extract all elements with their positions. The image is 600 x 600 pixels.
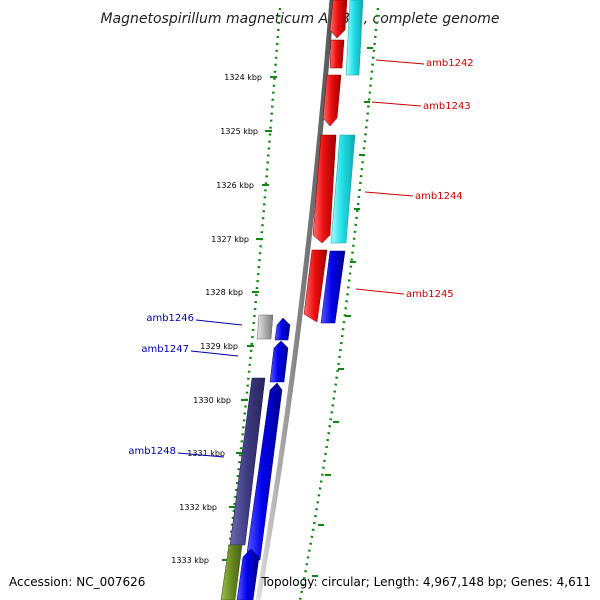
- gene-arrow-red[interactable]: [322, 74, 342, 127]
- gene-label-amb1245[interactable]: amb1245: [406, 289, 454, 300]
- gene-label-amb1248[interactable]: amb1248: [128, 446, 176, 457]
- gene-arrow-blue[interactable]: [269, 340, 289, 383]
- gene-arrow-red[interactable]: [329, 39, 345, 69]
- scale-dotted-line-left: [220, 7, 282, 600]
- gene-arrow-blue[interactable]: [245, 382, 283, 561]
- tick-label: 1326 kbp: [216, 181, 254, 190]
- gene-arrow-gray[interactable]: [256, 314, 274, 340]
- tick-label: 1327 kbp: [211, 235, 249, 244]
- gene-arrow-cyan[interactable]: [330, 134, 356, 244]
- gene-arrow-red[interactable]: [329, 0, 348, 39]
- tick-label: 1325 kbp: [220, 127, 258, 136]
- accession-text: Accession: NC_007626: [9, 575, 145, 589]
- gene-label-amb1244[interactable]: amb1244: [415, 191, 463, 202]
- gene-arrows-top: [303, 0, 364, 324]
- gene-label-amb1242[interactable]: amb1242: [426, 58, 474, 69]
- tick-marks: [222, 47, 373, 577]
- topology-text: Topology: circular; Length: 4,967,148 bp…: [260, 575, 591, 589]
- genome-backbone: [255, 0, 335, 600]
- tick-label: 1331 kbp: [187, 449, 225, 458]
- gene-label-amb1246[interactable]: amb1246: [146, 313, 194, 324]
- gene-arrow-blue[interactable]: [274, 317, 291, 341]
- tick-label: 1329 kbp: [200, 342, 238, 351]
- left-gene-labels: amb1246 amb1247 amb1248: [128, 313, 243, 458]
- gene-label-amb1247[interactable]: amb1247: [141, 344, 189, 355]
- gene-arrow-blue[interactable]: [320, 250, 346, 324]
- right-gene-labels: amb1242 amb1243 amb1244 amb1245: [355, 58, 474, 300]
- tick-label: 1324 kbp: [224, 73, 262, 82]
- gene-arrows-bottom: [220, 314, 291, 600]
- tick-label: 1328 kbp: [205, 288, 243, 297]
- gene-arrow-olive[interactable]: [220, 544, 243, 600]
- tick-labels: 1324 kbp 1325 kbp 1326 kbp 1327 kbp 1328…: [171, 73, 262, 565]
- gene-arrow-slate[interactable]: [229, 377, 266, 546]
- tick-label: 1330 kbp: [193, 396, 231, 405]
- tick-label: 1332 kbp: [179, 503, 217, 512]
- gene-arrow-red[interactable]: [312, 134, 337, 244]
- scale-dotted-line-right: [298, 7, 380, 600]
- gene-arrow-cyan[interactable]: [345, 0, 364, 76]
- gene-label-amb1243[interactable]: amb1243: [423, 101, 471, 112]
- tick-label: 1333 kbp: [171, 556, 209, 565]
- gene-arrow-blue[interactable]: [236, 548, 260, 600]
- gene-arrow-red[interactable]: [303, 249, 328, 323]
- map-title: Magnetospirillum magneticum AMB-1, compl…: [100, 11, 499, 27]
